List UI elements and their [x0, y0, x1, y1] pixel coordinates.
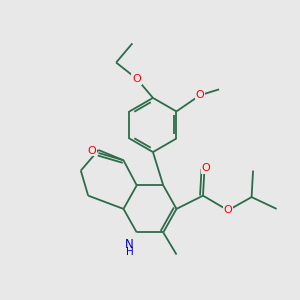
Text: O: O [202, 163, 210, 173]
Text: O: O [132, 74, 141, 84]
Text: O: O [196, 90, 204, 100]
Text: H: H [125, 248, 133, 257]
Text: O: O [224, 206, 233, 215]
Text: O: O [88, 146, 96, 156]
Text: N: N [125, 238, 134, 251]
